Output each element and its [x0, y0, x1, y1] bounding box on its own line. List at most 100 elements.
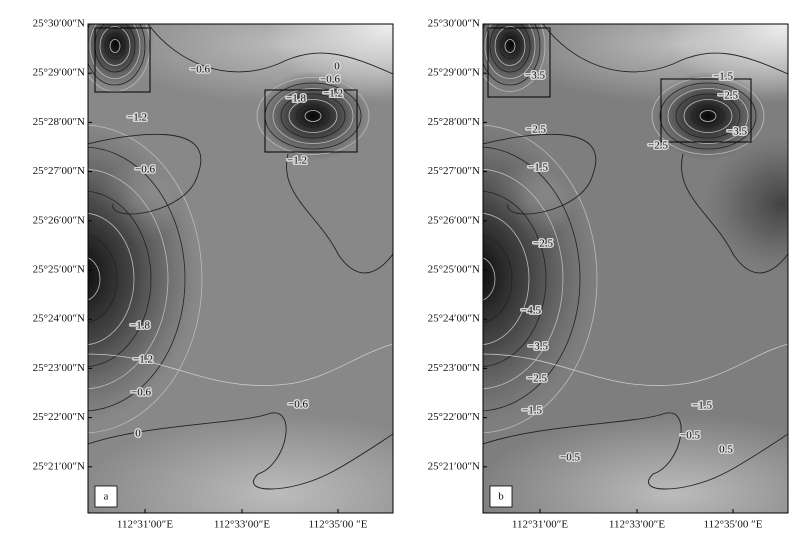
lat-label: 25°28′00″N	[33, 116, 85, 128]
contour-line	[651, 77, 765, 155]
contour-line	[659, 82, 757, 150]
contour-line	[88, 343, 393, 386]
contour-label: −1.5	[528, 162, 548, 174]
contour-label: −1.2	[323, 88, 343, 100]
contour-line	[147, 24, 393, 75]
contour-line	[88, 168, 169, 390]
lat-label: 25°22′00″N	[428, 411, 480, 423]
contour-line	[494, 26, 526, 66]
contour-label: −1.8	[130, 320, 150, 332]
contour-line	[667, 88, 749, 144]
contour-line	[483, 190, 547, 368]
contour-label: −1.5	[713, 71, 733, 83]
contour-label: −3.5	[528, 341, 548, 353]
contour-label: −3.5	[525, 70, 545, 82]
contour-line	[483, 257, 496, 301]
contour-line	[296, 104, 330, 128]
lat-label: 25°24′00″N	[33, 313, 85, 325]
contour-label: 0	[135, 428, 141, 440]
lat-label: 25°23′00″N	[33, 362, 85, 374]
lon-label: 112°31′00″E	[512, 519, 568, 531]
contour-line	[88, 133, 202, 215]
contour-label: 0	[334, 61, 340, 73]
lon-label: 112°33′00″E	[214, 519, 270, 531]
dark-box	[258, 71, 368, 161]
contour-line	[280, 93, 346, 139]
contour-line	[675, 93, 741, 139]
lat-label: 25°25′00″N	[428, 264, 480, 276]
dark-top	[88, 24, 154, 89]
lat-label: 25°30′00″N	[33, 18, 85, 30]
contour-label: 0.5	[719, 444, 733, 456]
contour-line	[88, 190, 152, 368]
lon-label: 112°31′00″E	[117, 519, 173, 531]
lon-label: 112°35′00 ″E	[704, 519, 763, 531]
lower-light	[483, 414, 788, 513]
contour-line	[88, 24, 146, 86]
contour-label: −0.6	[288, 399, 308, 411]
contour-line	[483, 24, 546, 92]
lat-label: 25°23′00″N	[428, 362, 480, 374]
contour-line	[104, 32, 126, 60]
panel-label: b	[498, 491, 504, 503]
contour-label: −1.2	[133, 354, 153, 366]
contour-field	[483, 24, 788, 513]
contour-line	[483, 168, 564, 390]
contour-label: −0.5	[680, 430, 700, 442]
contour-line	[542, 24, 788, 75]
contour-label: −1.2	[287, 155, 307, 167]
contour-line	[484, 24, 536, 79]
contour-line	[88, 212, 135, 346]
contour-line	[88, 412, 393, 490]
map-panel: 25°30′00″N 25°29′00″N 25°28′00″N 25°27′00″N…	[33, 18, 394, 531]
contour-line	[483, 412, 788, 490]
contour-label: −0.6	[131, 387, 151, 399]
lower-light	[88, 414, 393, 513]
lat-label: 25°26′00″N	[428, 214, 480, 226]
lat-label: 25°22′00″N	[33, 411, 85, 423]
inset-box	[487, 27, 551, 98]
contour-line	[109, 39, 121, 53]
contour-line	[499, 32, 521, 60]
lat-label: 25°29′00″N	[428, 67, 480, 79]
lat-label: 25°25′00″N	[33, 264, 85, 276]
contour-line	[88, 146, 186, 412]
contour-label: −0.5	[560, 452, 580, 464]
lon-label: 112°33′00″E	[609, 519, 665, 531]
lat-label: 25°27′00″N	[33, 165, 85, 177]
contour-label: −1.2	[127, 112, 147, 124]
contour-label: −1.8	[286, 93, 306, 105]
contour-label: −0.6	[190, 64, 210, 76]
light-corner	[268, 24, 393, 104]
contour-label: −2.5	[533, 238, 553, 250]
panel-label-box	[94, 485, 118, 508]
contour-field	[88, 24, 393, 513]
contour-line	[286, 153, 393, 274]
panel-label: a	[104, 491, 109, 503]
inset-box	[660, 78, 752, 143]
lon-label: 112°35′00 ″E	[309, 519, 368, 531]
contour-line	[483, 24, 541, 86]
panel-frame	[87, 23, 394, 514]
contour-label: −2.5	[648, 140, 668, 152]
lat-label: 25°30′00″N	[428, 18, 480, 30]
contour-label: −3.5	[727, 126, 747, 138]
lat-label: 25°26′00″N	[33, 214, 85, 226]
lat-label: 25°24′00″N	[428, 313, 480, 325]
contour-line	[88, 124, 203, 434]
contour-line	[483, 235, 513, 323]
contour-line	[88, 235, 118, 323]
contour-line	[304, 110, 322, 122]
contour-line	[256, 77, 370, 155]
contour-line	[683, 99, 733, 133]
lat-label: 25°21′00″N	[428, 460, 480, 472]
lat-label: 25°27′00″N	[428, 165, 480, 177]
contour-label: −2.5	[527, 373, 547, 385]
contour-line	[99, 26, 131, 66]
inset-box	[264, 89, 358, 153]
lat-label: 25°29′00″N	[33, 67, 85, 79]
light-corner	[663, 24, 788, 104]
contour-line	[288, 99, 338, 133]
lat-label: 25°21′00″N	[33, 460, 85, 472]
